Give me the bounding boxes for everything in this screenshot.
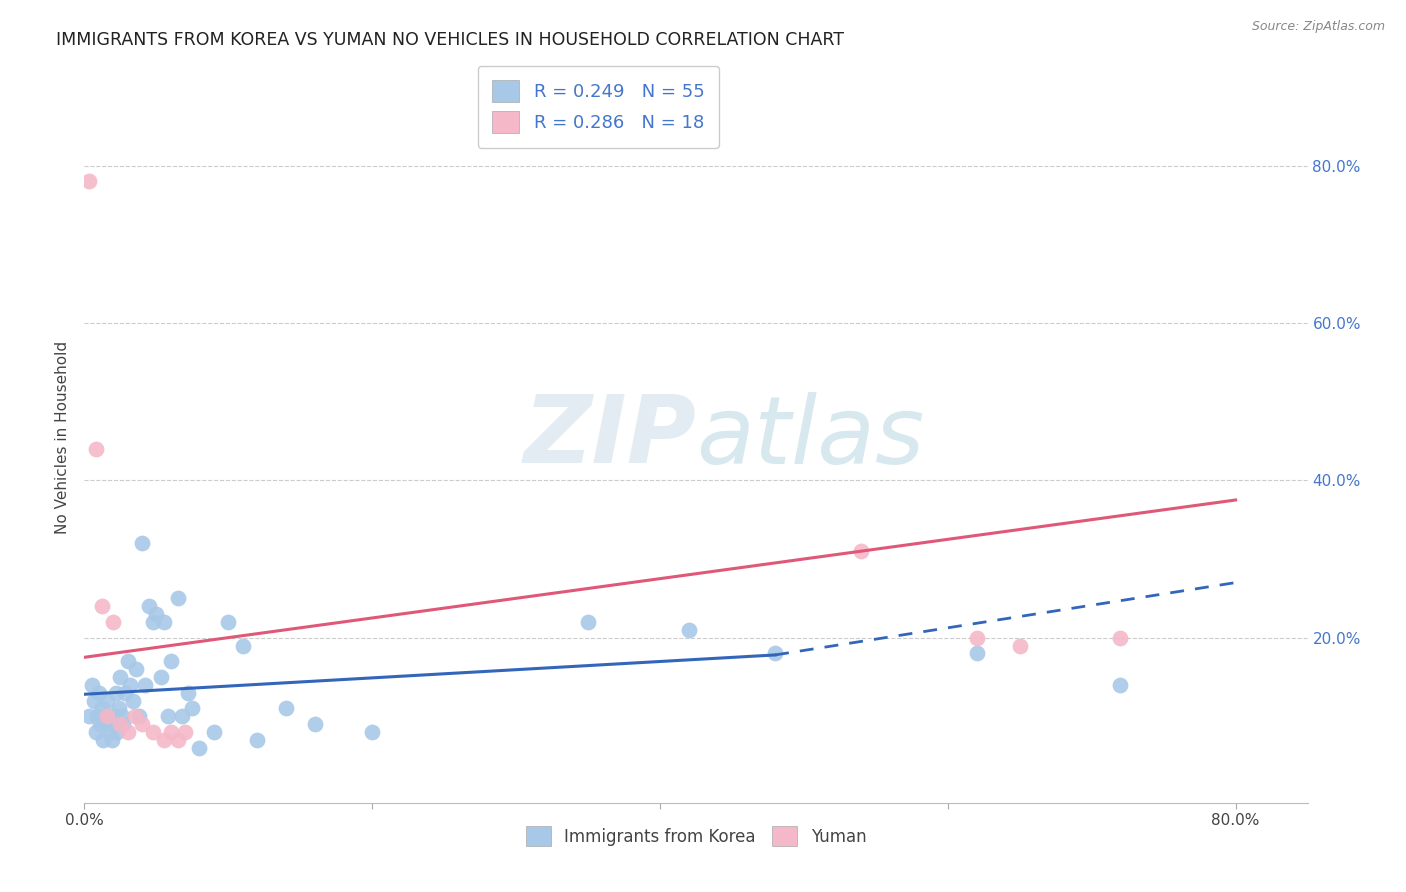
Point: [96, 709, 118, 723]
Point: [966, 631, 988, 645]
Point: [93, 709, 115, 723]
Point: [1109, 631, 1132, 645]
Point: [159, 725, 181, 739]
Point: [86, 709, 108, 723]
Point: [101, 615, 124, 629]
Point: [90, 701, 112, 715]
Point: [98, 709, 121, 723]
Point: [110, 717, 132, 731]
Text: IMMIGRANTS FROM KOREA VS YUMAN NO VEHICLES IN HOUSEHOLD CORRELATION CHART: IMMIGRANTS FROM KOREA VS YUMAN NO VEHICL…: [56, 31, 844, 49]
Text: Source: ZipAtlas.com: Source: ZipAtlas.com: [1251, 20, 1385, 33]
Point: [77, 174, 100, 188]
Point: [246, 732, 269, 747]
Point: [232, 639, 254, 653]
Point: [576, 615, 599, 629]
Point: [103, 709, 125, 723]
Point: [120, 678, 142, 692]
Point: [142, 615, 165, 629]
Point: [107, 725, 129, 739]
Point: [172, 709, 194, 723]
Point: [188, 740, 211, 755]
Point: [90, 599, 112, 614]
Point: [83, 693, 105, 707]
Point: [851, 544, 873, 558]
Point: [966, 646, 988, 660]
Point: [100, 732, 122, 747]
Point: [174, 725, 197, 739]
Point: [181, 701, 204, 715]
Point: [84, 725, 107, 739]
Point: [217, 615, 239, 629]
Point: [89, 717, 111, 731]
Point: [114, 686, 136, 700]
Point: [1008, 639, 1031, 653]
Point: [274, 701, 297, 715]
Point: [152, 615, 174, 629]
Point: [84, 442, 107, 456]
Point: [1109, 678, 1132, 692]
Point: [117, 725, 139, 739]
Point: [105, 686, 128, 700]
Point: [101, 717, 124, 731]
Point: [145, 607, 167, 621]
Point: [91, 732, 114, 747]
Point: [110, 670, 132, 684]
Point: [138, 599, 160, 614]
Point: [111, 709, 134, 723]
Point: [108, 701, 131, 715]
Point: [202, 725, 225, 739]
Point: [131, 717, 153, 731]
Point: [131, 536, 153, 550]
Point: [128, 709, 150, 723]
Point: [94, 717, 117, 731]
Legend: Immigrants from Korea, Yuman: Immigrants from Korea, Yuman: [519, 820, 873, 853]
Point: [177, 686, 200, 700]
Text: atlas: atlas: [696, 392, 924, 483]
Point: [167, 732, 190, 747]
Point: [125, 662, 148, 676]
Point: [97, 725, 120, 739]
Point: [77, 709, 100, 723]
Point: [167, 591, 190, 606]
Point: [152, 732, 174, 747]
Point: [112, 717, 135, 731]
Point: [122, 693, 145, 707]
Point: [304, 717, 326, 731]
Point: [678, 623, 700, 637]
Point: [142, 725, 165, 739]
Y-axis label: No Vehicles in Household: No Vehicles in Household: [55, 341, 70, 533]
Text: ZIP: ZIP: [523, 391, 696, 483]
Point: [159, 654, 181, 668]
Point: [124, 709, 146, 723]
Point: [80, 678, 103, 692]
Point: [87, 686, 110, 700]
Point: [96, 693, 118, 707]
Point: [156, 709, 179, 723]
Point: [361, 725, 384, 739]
Point: [149, 670, 172, 684]
Point: [763, 646, 786, 660]
Point: [117, 654, 139, 668]
Point: [134, 678, 156, 692]
